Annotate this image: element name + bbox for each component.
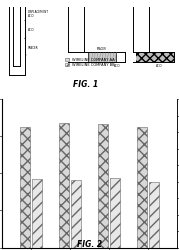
Bar	[98, 124, 108, 248]
Bar	[32, 178, 42, 248]
Text: ACID: ACID	[25, 28, 35, 39]
Bar	[149, 182, 159, 248]
Legend: WIRELINE COMPANY AA, WIRELINE COMPANY BB: WIRELINE COMPANY AA, WIRELINE COMPANY BB	[63, 57, 116, 68]
Text: FIG. 2: FIG. 2	[77, 240, 102, 249]
Bar	[59, 123, 69, 248]
Bar	[137, 127, 147, 248]
Text: SPACER: SPACER	[26, 46, 39, 55]
Bar	[71, 180, 81, 248]
Bar	[110, 178, 120, 248]
Text: SPACER: SPACER	[97, 47, 107, 51]
Text: ACID: ACID	[114, 64, 121, 68]
Text: ACID: ACID	[156, 64, 163, 68]
Text: FIG. 1: FIG. 1	[73, 80, 99, 89]
FancyBboxPatch shape	[88, 52, 116, 62]
Bar	[136, 52, 174, 62]
Text: DISPLACEMENT
ACID: DISPLACEMENT ACID	[25, 10, 49, 21]
Bar	[20, 128, 30, 248]
